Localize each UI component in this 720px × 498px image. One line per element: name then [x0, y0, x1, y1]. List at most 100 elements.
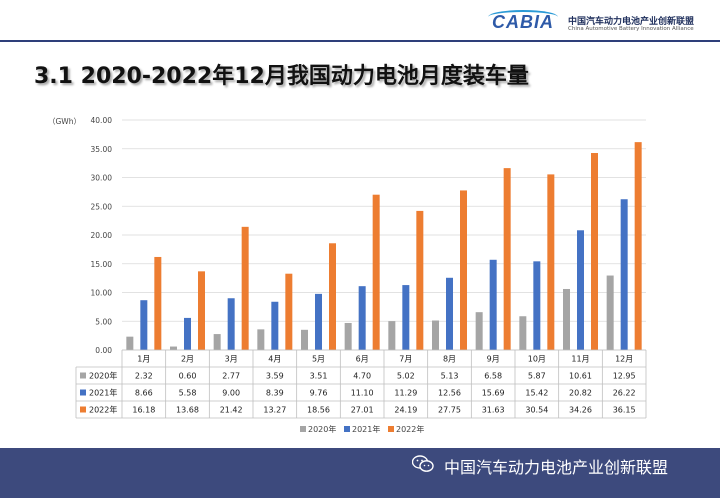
y-tick-label: 35.00	[91, 145, 113, 154]
bar-2022年-8月	[460, 190, 467, 350]
y-tick-label: 40.00	[91, 116, 113, 125]
data-label: 9.76	[310, 389, 328, 398]
bar-2022年-2月	[198, 271, 205, 350]
data-label: 3.59	[266, 372, 284, 381]
bar-2021年-2月	[184, 317, 191, 350]
data-label: 8.39	[266, 389, 284, 398]
bar-2020年-7月	[388, 321, 396, 350]
data-label: 11.29	[394, 389, 417, 398]
bar-2020年-3月	[213, 334, 221, 350]
bar-2020年-5月	[301, 329, 308, 350]
bar-2021年-3月	[227, 298, 235, 350]
data-label: 2.32	[135, 372, 153, 381]
x-tick-label: 6月	[356, 355, 369, 364]
footer-bar: 中国汽车动力电池产业创新联盟	[0, 448, 720, 498]
bar-2021年-11月	[577, 230, 584, 350]
data-label: 27.75	[438, 406, 461, 415]
data-label: 12.56	[438, 389, 461, 398]
bar-2021年-4月	[271, 301, 279, 350]
data-label: 24.19	[394, 406, 417, 415]
bar-2022年-10月	[547, 174, 555, 350]
data-label: 5.13	[441, 372, 459, 381]
page-title: 3.1 2020-2022年12月我国动力电池月度装车量	[34, 64, 529, 89]
org-name-en: China Automotive Battery Innovation Alli…	[568, 26, 694, 32]
x-tick-label: 7月	[399, 355, 412, 364]
table-legend-swatch-2020年	[80, 372, 86, 379]
bar-2021年-10月	[533, 261, 541, 350]
bar-2020年-6月	[344, 322, 352, 350]
bar-2022年-1月	[154, 256, 162, 350]
data-label: 26.22	[613, 389, 636, 398]
data-label: 10.61	[569, 372, 592, 381]
legend-swatch-2021年	[344, 426, 350, 432]
bar-2021年-12月	[620, 199, 628, 350]
bar-2022年-11月	[591, 153, 598, 350]
wechat-icon	[412, 455, 434, 472]
org-name-cn: 中国汽车动力电池产业创新联盟	[568, 17, 695, 27]
x-tick-label: 2月	[181, 355, 194, 364]
data-label: 4.70	[353, 372, 371, 381]
bar-2020年-1月	[126, 336, 134, 350]
x-tick-label: 11月	[571, 355, 589, 364]
bar-2020年-11月	[563, 288, 570, 350]
data-label: 36.15	[613, 406, 636, 415]
y-tick-label: 0.00	[95, 346, 112, 355]
footer-text: 中国汽车动力电池产业创新联盟	[444, 458, 669, 477]
legend-label: 2022年	[396, 424, 424, 434]
y-tick-label: 10.00	[91, 289, 113, 298]
bar-2022年-9月	[503, 168, 511, 350]
bar-2021年-6月	[358, 286, 366, 350]
bar-2021年-5月	[315, 293, 322, 350]
y-tick-label: 25.00	[91, 202, 113, 211]
bar-2020年-8月	[432, 320, 439, 350]
bar-2022年-4月	[285, 273, 293, 350]
bar-2021年-8月	[446, 277, 453, 350]
data-label: 15.69	[482, 389, 505, 398]
data-label: 2.77	[222, 372, 240, 381]
y-tick-label: 30.00	[91, 174, 113, 183]
header-divider	[0, 40, 720, 42]
data-label: 8.66	[135, 389, 153, 398]
data-label: 9.00	[222, 389, 240, 398]
bar-2021年-1月	[140, 300, 148, 350]
y-tick-label: 15.00	[91, 260, 113, 269]
bar-2021年-9月	[489, 259, 497, 350]
y-tick-label: 5.00	[95, 317, 112, 326]
data-label: 21.42	[220, 406, 243, 415]
data-label: 34.26	[569, 406, 592, 415]
bar-2022年-12月	[634, 142, 642, 350]
table-legend-swatch-2022年	[80, 406, 86, 413]
data-label: 13.68	[176, 406, 199, 415]
cabia-logo: CABIA 中国汽车动力电池产业创新联盟 China Automotive Ba…	[488, 10, 712, 36]
data-label: 5.87	[528, 372, 546, 381]
data-label: 27.01	[351, 406, 374, 415]
data-label: 16.18	[132, 406, 155, 415]
logo-swoosh-icon	[488, 10, 558, 24]
legend-swatch-2022年	[388, 426, 394, 432]
data-label: 6.58	[484, 372, 502, 381]
x-tick-label: 4月	[268, 355, 281, 364]
data-label: 15.42	[525, 389, 548, 398]
bar-2020年-4月	[257, 329, 265, 350]
bar-2020年-12月	[606, 275, 614, 350]
data-label: 11.10	[351, 389, 374, 398]
bar-2020年-2月	[170, 346, 177, 350]
bar-2020年-10月	[519, 316, 527, 350]
bar-2022年-3月	[241, 226, 249, 350]
data-label: 13.27	[263, 406, 286, 415]
bar-2022年-5月	[329, 243, 336, 350]
bar-2022年-7月	[416, 210, 424, 350]
bar-2022年-6月	[372, 194, 380, 350]
bar-2020年-9月	[475, 312, 483, 350]
y-tick-label: 20.00	[91, 231, 113, 240]
table-series-label: 2022年	[89, 405, 117, 415]
data-label: 5.58	[179, 389, 197, 398]
x-tick-label: 5月	[312, 355, 325, 364]
bar-chart: （GWh） 0.00 5.00 10.00 15.00 20.00 25.00 30.00 35…	[48, 116, 647, 434]
x-tick-label: 8月	[443, 355, 456, 364]
logo-text: CABIA	[492, 12, 554, 32]
legend-label: 2020年	[308, 424, 336, 434]
x-tick-label: 10月	[528, 355, 546, 364]
data-label: 12.95	[613, 372, 636, 381]
data-label: 20.82	[569, 389, 592, 398]
